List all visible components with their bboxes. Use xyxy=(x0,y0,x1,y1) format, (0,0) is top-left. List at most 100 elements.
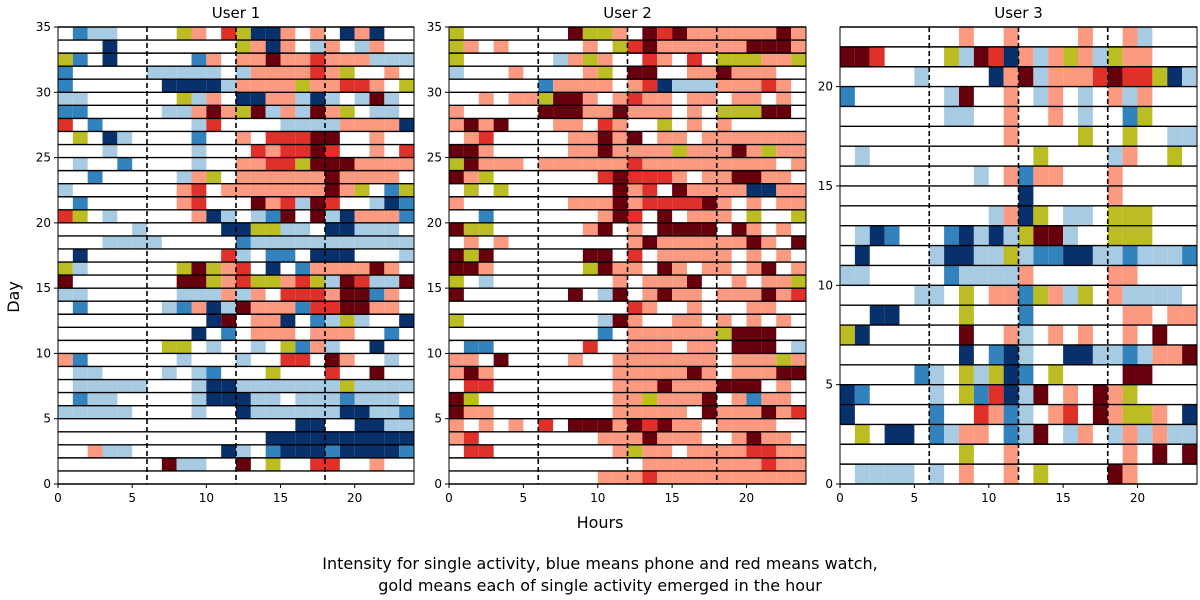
cell xyxy=(384,392,400,406)
cell xyxy=(310,118,325,132)
x-tick-label: 5 xyxy=(911,491,919,505)
cell xyxy=(746,131,762,145)
cell xyxy=(791,340,806,354)
cell xyxy=(731,222,747,236)
cell xyxy=(339,431,355,445)
cell xyxy=(325,209,340,223)
cell xyxy=(1122,384,1138,405)
cell xyxy=(206,79,222,93)
cell xyxy=(250,183,266,197)
cell xyxy=(597,314,613,328)
cell xyxy=(310,288,325,302)
cell xyxy=(716,288,732,302)
cell xyxy=(761,144,777,158)
panel-user-3: 0 5 10 15 20 0 5 10 15 20 User 3 xyxy=(818,4,1198,505)
cell xyxy=(1003,265,1019,286)
cell xyxy=(612,418,628,432)
cell xyxy=(339,209,355,223)
cell xyxy=(176,457,192,471)
cell xyxy=(1182,344,1197,365)
cell xyxy=(295,262,311,276)
cell xyxy=(597,79,613,93)
cell xyxy=(627,209,643,223)
cell xyxy=(776,144,792,158)
cell xyxy=(325,92,340,106)
cell xyxy=(776,92,792,106)
cell xyxy=(310,40,325,54)
panel-title: User 1 xyxy=(212,4,261,22)
cell xyxy=(716,53,732,67)
cell xyxy=(206,301,222,315)
cell xyxy=(236,457,251,471)
cell xyxy=(627,144,643,158)
cell xyxy=(701,248,717,263)
cell xyxy=(478,222,494,236)
cell xyxy=(884,464,900,484)
cell xyxy=(161,66,177,80)
cell xyxy=(973,46,989,67)
cell xyxy=(449,353,464,367)
cell xyxy=(538,79,554,93)
cell xyxy=(463,431,479,445)
cell xyxy=(687,209,702,223)
cell xyxy=(310,235,325,249)
cell xyxy=(687,53,702,67)
cell xyxy=(657,209,673,223)
cell xyxy=(1063,285,1078,306)
cell xyxy=(339,170,355,184)
cell xyxy=(1122,106,1138,127)
cell xyxy=(1107,265,1123,286)
cell xyxy=(1078,86,1093,107)
cell xyxy=(568,157,583,171)
cell xyxy=(310,275,325,289)
cell xyxy=(191,183,207,197)
cell xyxy=(716,27,732,41)
cell xyxy=(761,288,777,302)
cell xyxy=(914,285,930,306)
cell xyxy=(325,222,340,236)
cell xyxy=(1107,464,1123,484)
cell xyxy=(869,464,885,484)
cell xyxy=(265,235,281,249)
cell xyxy=(221,248,236,263)
caption-line-1: Intensity for single activity, blue mean… xyxy=(322,554,878,573)
cell xyxy=(776,444,792,458)
cell xyxy=(280,301,296,315)
cell xyxy=(354,379,370,393)
cell xyxy=(280,27,296,41)
cell xyxy=(701,366,717,380)
cell xyxy=(310,262,325,276)
cell xyxy=(746,170,762,184)
cell xyxy=(1122,344,1138,365)
cell xyxy=(191,131,207,145)
cell xyxy=(672,327,687,341)
cell xyxy=(1182,305,1197,326)
cell xyxy=(869,46,885,67)
cell xyxy=(449,105,464,119)
cell xyxy=(642,392,658,406)
cell xyxy=(369,157,385,171)
cell xyxy=(701,196,717,210)
x-tick-label: 15 xyxy=(664,491,679,505)
cell xyxy=(250,327,266,341)
cell xyxy=(449,222,464,236)
cell xyxy=(672,366,687,380)
y-tick-label: 5 xyxy=(434,412,442,426)
cell xyxy=(221,79,236,93)
cell xyxy=(463,353,479,367)
cell xyxy=(746,144,762,158)
cell xyxy=(959,305,974,326)
cell xyxy=(597,170,613,184)
cell xyxy=(854,146,870,167)
y-tick-label: 25 xyxy=(427,151,442,165)
cell xyxy=(687,118,702,132)
cell xyxy=(221,392,236,406)
caption-line-2: gold means each of single activity emerg… xyxy=(378,576,822,595)
cell xyxy=(1092,384,1108,405)
cell xyxy=(582,157,598,171)
cell xyxy=(657,196,673,210)
cell xyxy=(1018,245,1034,266)
cell xyxy=(1152,404,1168,425)
cell xyxy=(265,275,281,289)
cell xyxy=(339,327,355,341)
